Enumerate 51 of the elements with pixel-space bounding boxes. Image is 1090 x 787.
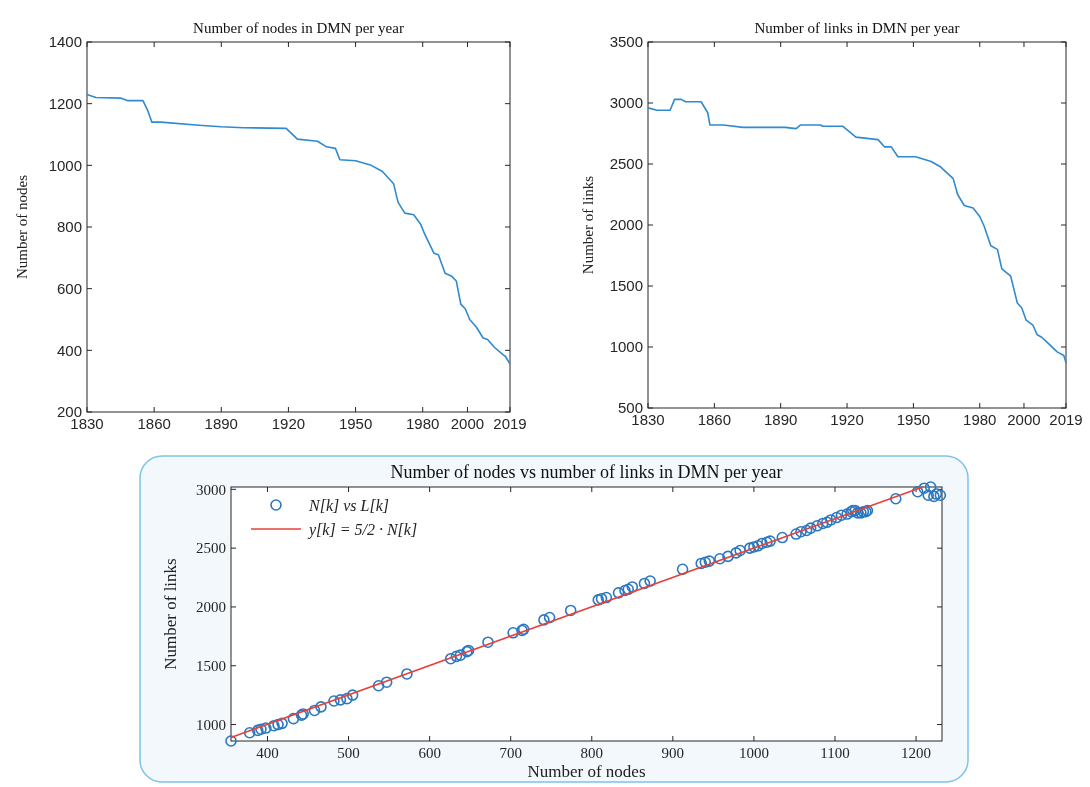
y-tick-label: 1500	[609, 277, 643, 295]
x-tick-label: 1950	[338, 415, 373, 432]
x-tick-label: 1860	[697, 411, 732, 428]
x-tick-label: 900	[661, 745, 685, 761]
legend-label: N[k] vs L[k]	[308, 496, 390, 514]
x-tick-label: 700	[499, 745, 522, 761]
x-tick-label: 1890	[764, 411, 798, 428]
x-tick-label: 1860	[137, 415, 171, 432]
x-axis-title: Number of nodes	[527, 762, 646, 781]
y-axis-title: Number of nodes	[14, 174, 30, 280]
x-tick-label: 600	[418, 745, 441, 761]
y-tick-label: 3500	[609, 33, 643, 51]
x-tick-label: 1200	[901, 745, 932, 761]
y-tick-label: 400	[56, 341, 82, 359]
x-tick-label: 2019	[493, 415, 527, 432]
x-tick-label: 1000	[738, 745, 769, 761]
y-axis-title: Number of links	[580, 175, 596, 275]
y-tick-label: 1000	[48, 156, 82, 174]
chart-title: Number of nodes vs number of links in DMN per year	[390, 462, 783, 482]
y-tick-label: 1500	[196, 657, 226, 674]
y-tick-label: 1400	[48, 33, 82, 51]
chart-title: Number of links in DMN per year	[754, 20, 960, 36]
x-tick-label: 1980	[406, 415, 440, 432]
x-tick-label: 500	[337, 745, 360, 761]
x-tick-label: 1980	[963, 411, 997, 428]
y-tick-label: 800	[56, 218, 82, 236]
legend-label: y[k] = 5/2 · N[k]	[307, 520, 418, 539]
x-tick-label: 400	[256, 745, 279, 761]
x-tick-label: 1100	[820, 745, 850, 761]
y-tick-label: 1000	[609, 338, 643, 356]
y-tick-label: 1000	[196, 716, 226, 733]
y-tick-label: 1200	[48, 94, 82, 112]
line-series	[86, 93, 511, 366]
x-tick-label: 800	[580, 745, 604, 761]
y-tick-label: 2500	[609, 155, 643, 173]
x-tick-label: 2000	[1007, 411, 1041, 428]
x-tick-label: 1920	[271, 415, 306, 432]
y-tick-label: 3000	[609, 94, 643, 112]
y-axis-title: Number of links	[161, 558, 180, 670]
x-tick-label: 1920	[830, 411, 864, 428]
y-tick-label: 2500	[196, 540, 226, 557]
x-tick-label: 1890	[204, 415, 238, 432]
x-tick-label: 1950	[896, 411, 931, 428]
line-series	[647, 98, 1067, 364]
x-tick-label: 2019	[1049, 411, 1083, 428]
y-tick-label: 600	[56, 279, 82, 297]
y-tick-label: 2000	[196, 599, 226, 616]
chart-title: Number of nodes in DMN per year	[193, 20, 404, 36]
y-tick-label: 3000	[196, 481, 226, 498]
x-tick-label: 2000	[450, 415, 485, 432]
y-tick-label: 2000	[609, 216, 643, 234]
